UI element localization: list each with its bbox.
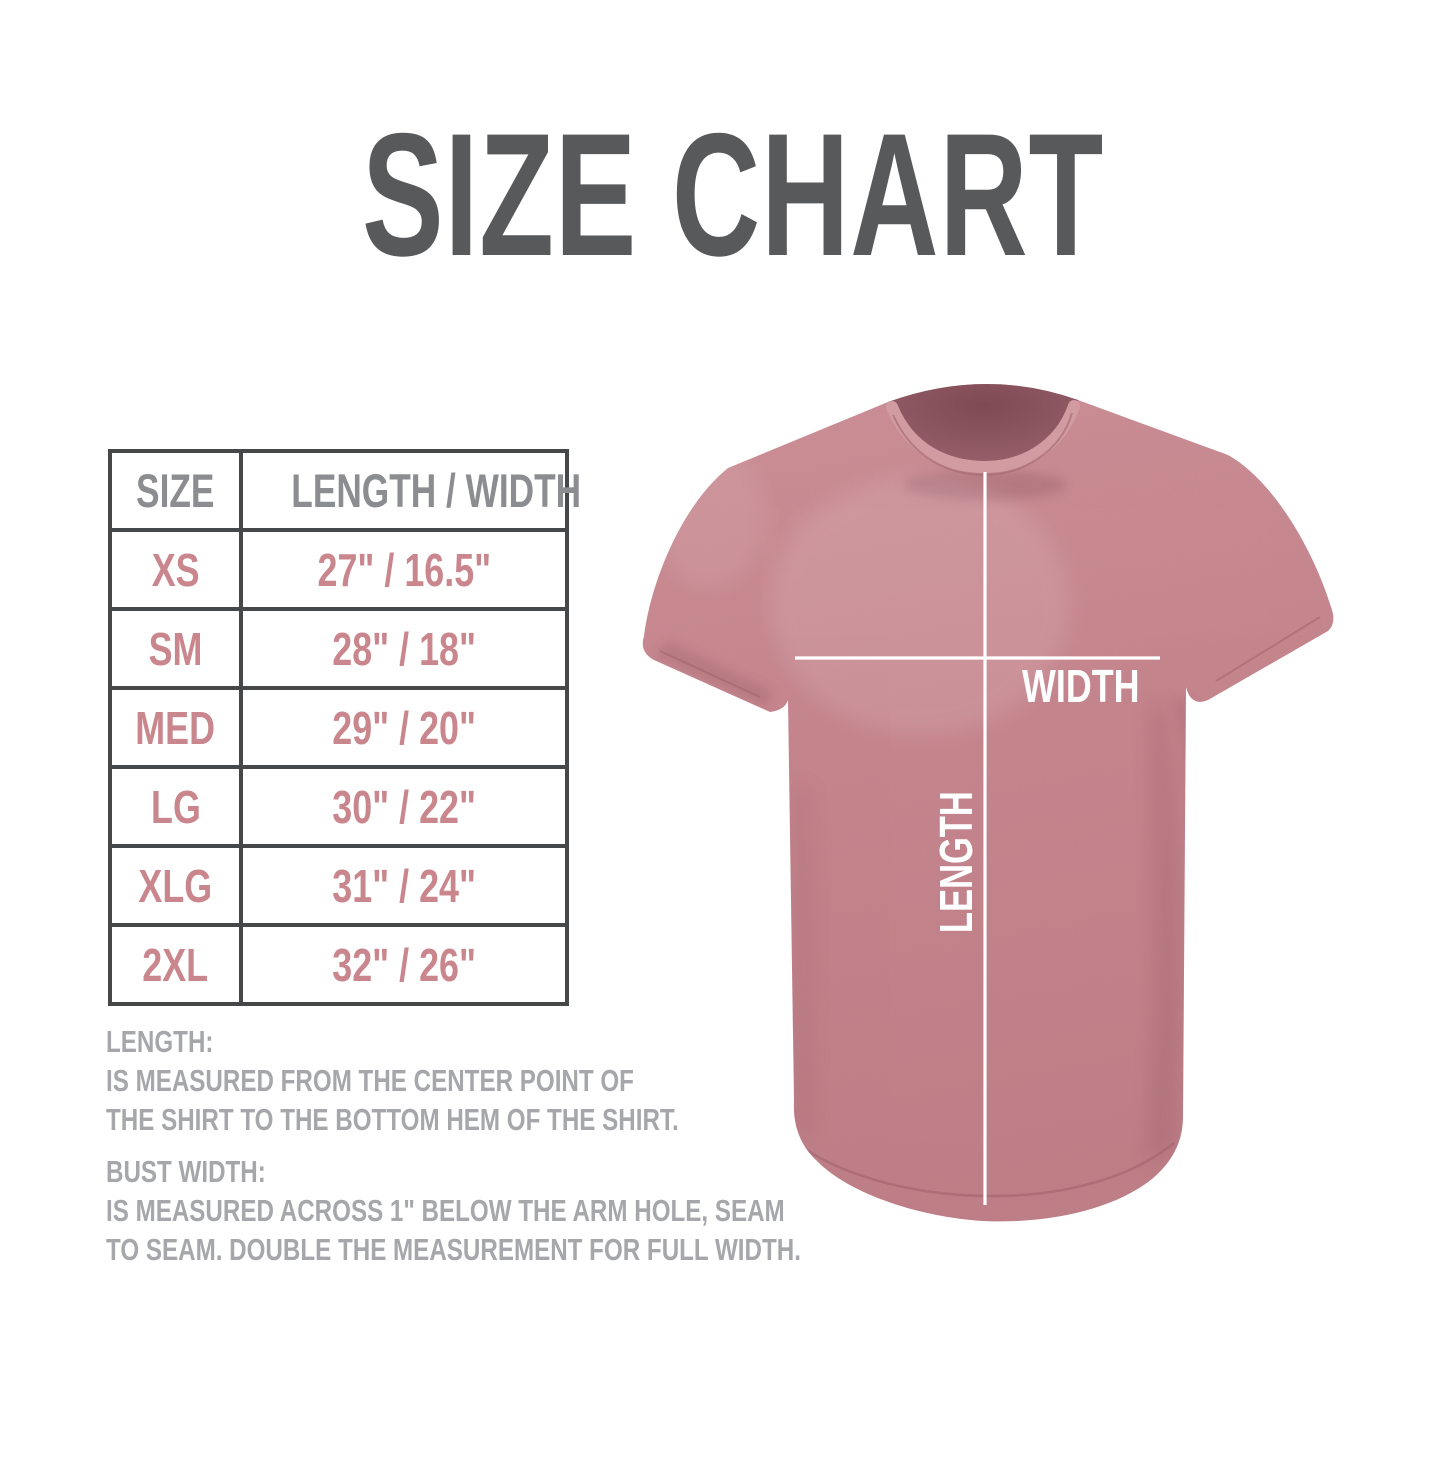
length-label: LENGTH [930, 791, 982, 933]
table-row: LG 30" / 22" [108, 765, 569, 848]
size-cell: MED [108, 686, 243, 769]
table-row: XLG 31" / 24" [108, 844, 569, 927]
collar-band [886, 400, 1080, 474]
table-row: XS 27" / 16.5" [108, 528, 569, 611]
measurement-cell: 32" / 26" [239, 923, 569, 1006]
measurement-notes: LENGTH: IS MEASURED FROM THE CENTER POIN… [106, 1022, 997, 1269]
table-row: MED 29" / 20" [108, 686, 569, 769]
page-title-text: SIZE CHART [361, 98, 1104, 293]
measurement-cell: 27" / 16.5" [239, 528, 569, 611]
tshirt-shading [642, 383, 1334, 1222]
page-title: SIZE CHART [10, 108, 1445, 338]
bust-width-note-line: TO SEAM. DOUBLE THE MEASUREMENT FOR FULL… [106, 1232, 801, 1267]
bust-width-note-heading: BUST WIDTH: [106, 1154, 266, 1189]
size-table: SIZE LENGTH / WIDTH XS 27" / 16.5" SM 28… [108, 449, 581, 1006]
length-width-column-header: LENGTH / WIDTH [239, 449, 581, 532]
measurement-cell: 29" / 20" [239, 686, 569, 769]
measurement-cell: 31" / 24" [239, 844, 569, 927]
size-cell: SM [108, 607, 243, 690]
size-cell: XLG [108, 844, 243, 927]
width-label: WIDTH [1022, 661, 1140, 712]
length-note-line: IS MEASURED FROM THE CENTER POINT OF [106, 1063, 634, 1098]
size-column-header: SIZE [108, 449, 243, 532]
measurement-cell: 30" / 22" [239, 765, 569, 848]
measurement-cell: 28" / 18" [239, 607, 569, 690]
bust-width-note-line: IS MEASURED ACROSS 1" BELOW THE ARM HOLE… [106, 1193, 785, 1228]
tshirt-diagram: WIDTH LENGTH [642, 383, 1334, 1222]
size-cell: XS [108, 528, 243, 611]
size-cell: LG [108, 765, 243, 848]
table-row: 2XL 32" / 26" [108, 923, 569, 1006]
size-cell: 2XL [108, 923, 243, 1006]
table-header-row: SIZE LENGTH / WIDTH [108, 449, 581, 532]
length-note-line: THE SHIRT TO THE BOTTOM HEM OF THE SHIRT… [106, 1102, 679, 1137]
table-row: SM 28" / 18" [108, 607, 569, 690]
length-note-heading: LENGTH: [106, 1024, 214, 1059]
collar-opening [888, 383, 1078, 469]
